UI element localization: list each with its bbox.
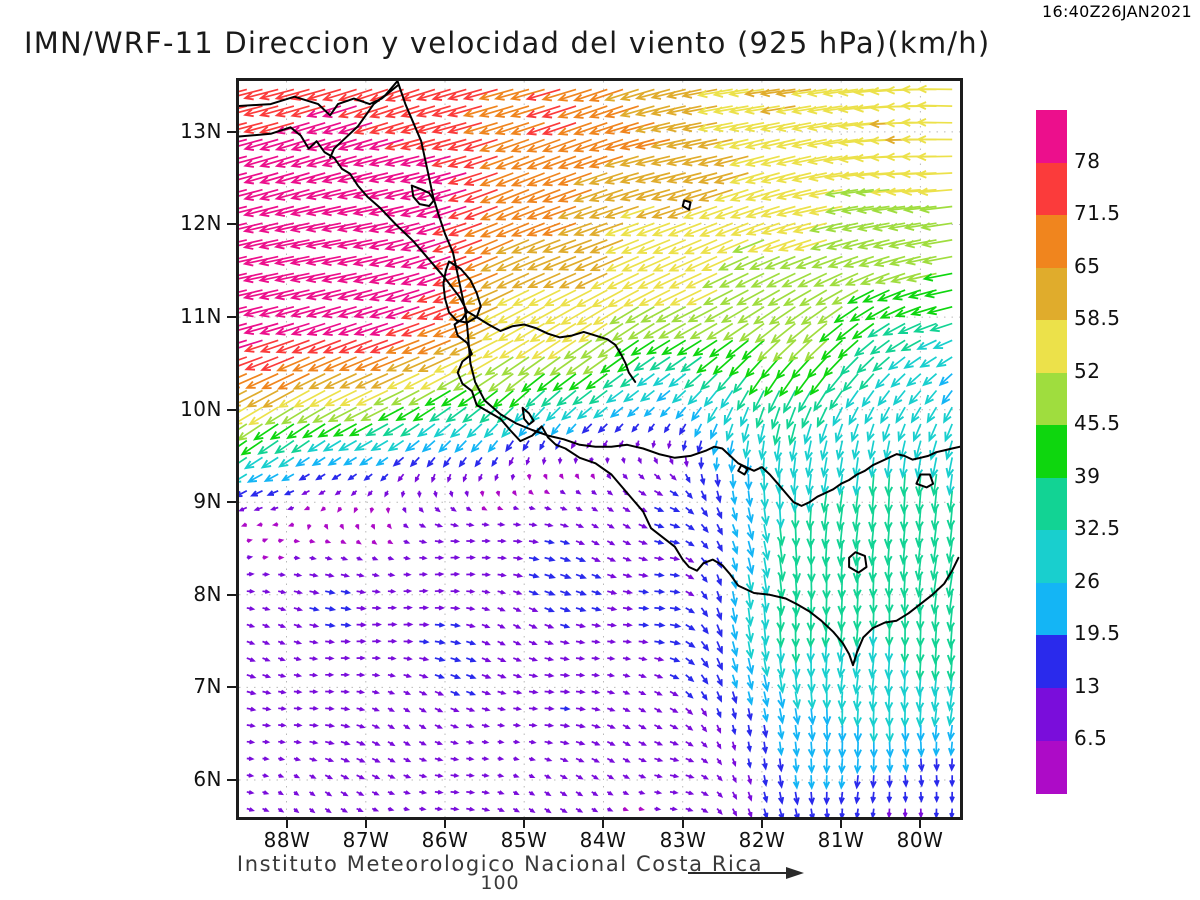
y-axis-label: 9N [193, 489, 222, 513]
colorbar-band [1036, 267, 1067, 321]
y-axis-tick [227, 594, 238, 596]
y-axis-tick [227, 131, 238, 133]
colorbar-band [1036, 687, 1067, 741]
y-axis-tick [227, 316, 238, 318]
colorbar-band [1036, 635, 1067, 689]
y-axis-label: 10N [180, 397, 222, 421]
x-axis-label: 80W [896, 828, 944, 852]
colorbar-band [1036, 582, 1067, 636]
colorbar-tick-label: 6.5 [1074, 726, 1108, 750]
colorbar-band [1036, 740, 1067, 794]
colorbar-tick-label: 26 [1074, 569, 1101, 593]
y-axis-tick [227, 409, 238, 411]
x-axis-tick [840, 817, 842, 828]
x-axis-tick [286, 817, 288, 828]
x-axis-label: 86W [421, 828, 469, 852]
y-axis-label: 6N [193, 767, 222, 791]
colorbar-band [1036, 320, 1067, 374]
x-axis-tick [523, 817, 525, 828]
colorbar-tick-label: 45.5 [1074, 411, 1121, 435]
colorbar-tick-label: 39 [1074, 464, 1101, 488]
y-axis-label: 12N [180, 211, 222, 235]
x-axis-label: 85W [500, 828, 548, 852]
institute-credit: Instituto Meteorologico Nacional Costa R… [236, 852, 764, 876]
reference-vector-arrow [688, 867, 804, 879]
coastline-overlay [239, 81, 960, 667]
colorbar-tick-label: 32.5 [1074, 516, 1121, 540]
colorbar-band [1036, 110, 1067, 164]
colorbar-tick-label: 52 [1074, 359, 1101, 383]
colorbar-band [1036, 477, 1067, 531]
colorbar-band [1036, 372, 1067, 426]
y-axis-tick [227, 779, 238, 781]
x-axis-label: 87W [342, 828, 390, 852]
colorbar-tick-label: 71.5 [1074, 201, 1121, 225]
colorbar-tick-label: 13 [1074, 674, 1101, 698]
colorbar-band [1036, 162, 1067, 216]
y-axis-tick [227, 686, 238, 688]
x-axis-tick [682, 817, 684, 828]
x-axis-tick [602, 817, 604, 828]
colorbar-tick-label: 65 [1074, 254, 1101, 278]
colorbar-tick-label: 78 [1074, 149, 1101, 173]
reference-vector-label: 100 [480, 872, 520, 894]
map-plot-area[interactable] [236, 78, 963, 820]
y-axis-label: 13N [180, 119, 222, 143]
y-axis-label: 7N [193, 674, 222, 698]
x-axis-tick [761, 817, 763, 828]
run-timestamp: 16:40Z26JAN2021 [1042, 2, 1192, 21]
x-axis-tick [444, 817, 446, 828]
x-axis-tick [919, 817, 921, 828]
wind-vector-field [239, 84, 956, 817]
colorbar-tick-label: 58.5 [1074, 306, 1121, 330]
speed-colorbar[interactable] [1036, 110, 1067, 794]
y-axis-tick [227, 501, 238, 503]
x-axis-label: 84W [579, 828, 627, 852]
colorbar-band [1036, 425, 1067, 479]
x-axis-label: 88W [263, 828, 311, 852]
x-axis-label: 83W [659, 828, 707, 852]
x-axis-label: 81W [817, 828, 865, 852]
y-axis-tick [227, 223, 238, 225]
page-title: IMN/WRF-11 Direccion y velocidad del vie… [24, 26, 991, 60]
colorbar-band [1036, 530, 1067, 584]
y-axis-label: 8N [193, 582, 222, 606]
colorbar-band [1036, 215, 1067, 269]
y-axis-label: 11N [180, 304, 222, 328]
x-axis-tick [365, 817, 367, 828]
colorbar-tick-label: 19.5 [1074, 621, 1121, 645]
x-axis-label: 82W [738, 828, 786, 852]
